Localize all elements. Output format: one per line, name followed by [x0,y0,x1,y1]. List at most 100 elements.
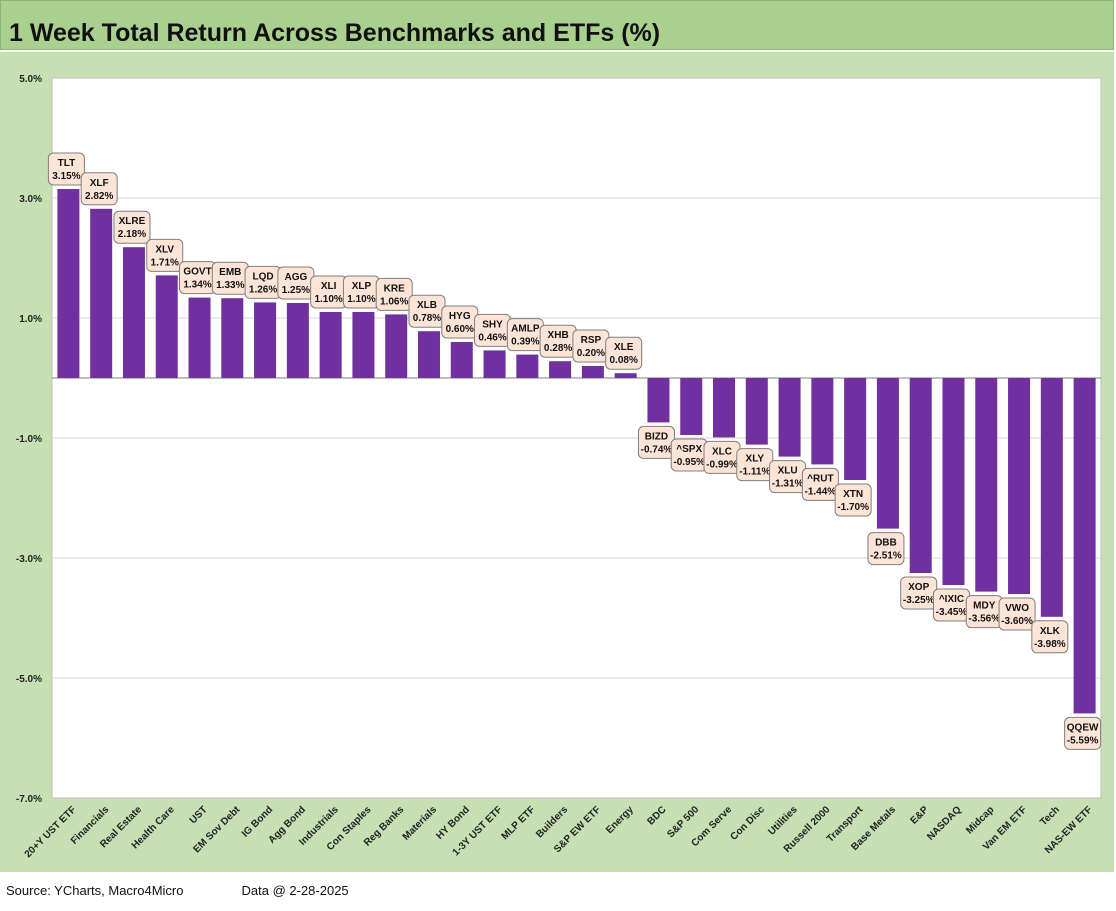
data-label-value: -0.95% [673,457,705,468]
category-label: Con Disc [728,804,767,843]
data-label-box [146,238,184,272]
data-label-box [867,532,905,566]
data-date: Data @ 2-28-2025 [241,883,349,898]
category-label: E&P [909,804,932,827]
data-label-box [834,483,872,517]
bar [417,331,440,378]
category-label: Materials [401,804,440,843]
data-label-ticker: KRE [384,283,405,294]
data-label-value: 0.46% [478,332,506,343]
bar [909,378,932,573]
bar [516,354,539,378]
data-label-value: 0.60% [446,324,474,335]
data-label-ticker: XHB [548,330,569,341]
data-label-value: 0.39% [511,337,539,348]
y-tick-label: -1.0% [16,434,42,445]
data-label-ticker: XLK [1040,626,1061,637]
data-label-ticker: XTN [843,489,863,500]
bar [286,303,309,378]
data-label-value: -3.45% [936,607,968,618]
data-label-value: 0.78% [413,313,441,324]
bar [352,312,375,378]
data-label-value: 0.20% [577,348,605,359]
bar [57,189,80,378]
data-label-ticker: ^IXIC [939,594,964,605]
bar [581,366,604,378]
chart-title: 1 Week Total Return Across Benchmarks an… [9,19,661,47]
data-label-value: -1.11% [739,467,770,478]
data-label-ticker: XLRE [119,216,146,227]
data-label-box [80,172,118,206]
bar [778,378,801,457]
bar [811,378,834,465]
data-label-value: 1.25% [282,285,310,296]
bar [876,378,899,529]
bar [942,378,965,585]
data-label-ticker: AMLP [511,324,540,335]
source-note: Source: YCharts, Macro4Micro [6,883,184,898]
category-label: UST [188,804,210,826]
y-tick-label: 1.0% [19,314,42,325]
bar [1040,378,1063,617]
data-label-value: 1.34% [183,280,211,291]
y-tick-label: 5.0% [19,74,42,85]
y-tick-label: -7.0% [16,794,42,805]
data-label-box [47,152,85,186]
chart-panel: 5.0% 3.0% 1.0% -1.0% -3.0% -5.0% -7.0% TLT 3.15%… [0,52,1114,872]
bar [680,378,703,435]
data-label-ticker: XLF [90,178,109,189]
bar [188,297,211,378]
data-label-value: 0.08% [609,355,637,366]
data-label-ticker: RSP [581,335,602,346]
bar [483,350,506,378]
data-label-ticker: MDY [973,601,996,612]
category-label: Tech [1038,804,1062,828]
data-label-ticker: ^SPX [676,444,702,455]
data-label-value: -2.51% [870,551,902,562]
data-label-value: -0.74% [641,444,673,455]
data-label-value: 1.33% [216,280,244,291]
data-label-ticker: BIZD [645,431,668,442]
data-label-value: -1.44% [805,486,837,497]
bar [549,361,572,378]
data-label-box [375,277,413,311]
bar [713,378,736,438]
data-label-ticker: VWO [1005,603,1029,614]
bar [122,247,145,378]
bar [1073,378,1096,714]
footer: Source: YCharts, Macro4Micro Data @ 2-28-… [6,883,349,898]
bar [745,378,768,445]
bar [450,342,473,378]
data-label-box [113,210,151,244]
data-label-box [998,597,1036,631]
data-label-ticker: TLT [58,158,76,169]
category-label: MLP ETF [500,804,538,842]
data-label-value: 2.82% [85,191,113,202]
data-label-value: -1.31% [772,479,804,490]
data-label-ticker: XLY [746,454,765,465]
data-label-ticker: SHY [482,319,503,330]
data-label-box [1064,716,1102,750]
bar [844,378,867,480]
bar [614,373,637,378]
data-label-ticker: XOP [908,582,929,593]
bar [975,378,998,592]
data-label-value: -3.25% [903,595,935,606]
data-label-value: 1.06% [380,296,408,307]
data-label-ticker: XLC [712,446,732,457]
category-label: NASDAQ [925,804,964,843]
y-tick-label: -5.0% [16,674,42,685]
data-label-ticker: XLI [321,281,337,292]
data-label-ticker: XLU [778,466,798,477]
bar [319,312,342,378]
data-label-value: 3.15% [52,171,80,182]
data-label-ticker: QQEW [1067,722,1099,733]
data-label-value: 1.71% [151,257,179,268]
title-bar: 1 Week Total Return Across Benchmarks an… [0,0,1114,50]
data-label-value: -5.59% [1067,735,1099,746]
bar [254,302,277,378]
data-label-value: 2.18% [118,229,146,240]
category-label: 20+Y UST ETF [23,804,79,860]
bar [90,208,113,378]
data-label-value: -3.98% [1034,639,1066,650]
